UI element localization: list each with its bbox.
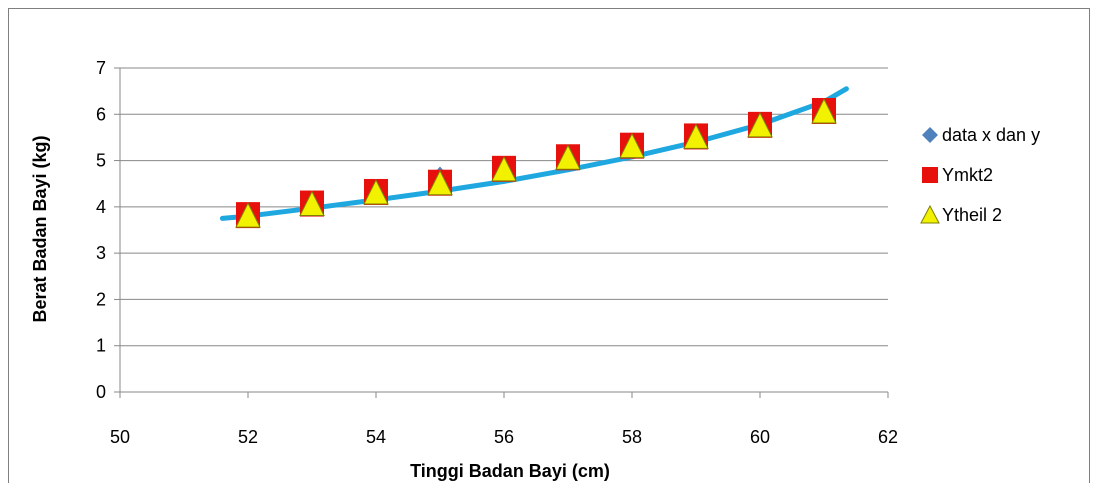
y-tick-label: 7 <box>96 58 106 78</box>
y-tick-label: 4 <box>96 197 106 217</box>
point-triangle-4 <box>491 155 517 182</box>
axes <box>114 67 889 398</box>
x-tick-label: 50 <box>110 427 130 447</box>
y-tick-label: 0 <box>96 382 106 402</box>
point-triangle-1 <box>299 190 325 217</box>
point-triangle-7 <box>683 123 709 149</box>
legend-label: Ytheil 2 <box>942 205 1002 225</box>
x-tick-label: 56 <box>494 427 514 447</box>
x-tick-label: 62 <box>878 427 898 447</box>
point-triangle-6 <box>619 132 645 159</box>
point-triangle-2 <box>363 178 389 205</box>
legend-label: data x dan y <box>942 125 1040 145</box>
x-tick-label: 60 <box>750 427 770 447</box>
chart-frame <box>8 8 1090 483</box>
x-tick-label: 52 <box>238 427 258 447</box>
point-triangle-3 <box>427 169 453 196</box>
legend-diamond-icon <box>922 127 938 143</box>
y-axis-title: Berat Badan Bayi (kg) <box>30 135 50 322</box>
legend-square-icon <box>922 167 938 183</box>
y-tick-label: 2 <box>96 289 106 309</box>
legend-label: Ymkt2 <box>942 165 993 185</box>
gridlines <box>120 67 888 347</box>
x-axis-title: Tinggi Badan Bayi (cm) <box>410 461 610 481</box>
point-triangle-9 <box>811 97 837 124</box>
x-tick-label: 54 <box>366 427 386 447</box>
data-points <box>235 97 837 229</box>
y-tick-label: 1 <box>96 336 106 356</box>
y-tick-label: 5 <box>96 151 106 171</box>
point-triangle-5 <box>555 144 581 170</box>
point-triangle-0 <box>235 201 261 228</box>
point-triangle-8 <box>747 111 773 138</box>
legend: data x dan y Ymkt2 Ytheil 2 <box>920 125 1040 225</box>
x-tick-label: 58 <box>622 427 642 447</box>
y-tick-label: 6 <box>96 104 106 124</box>
y-tick-label: 3 <box>96 243 106 263</box>
legend-triangle-icon <box>920 204 940 224</box>
